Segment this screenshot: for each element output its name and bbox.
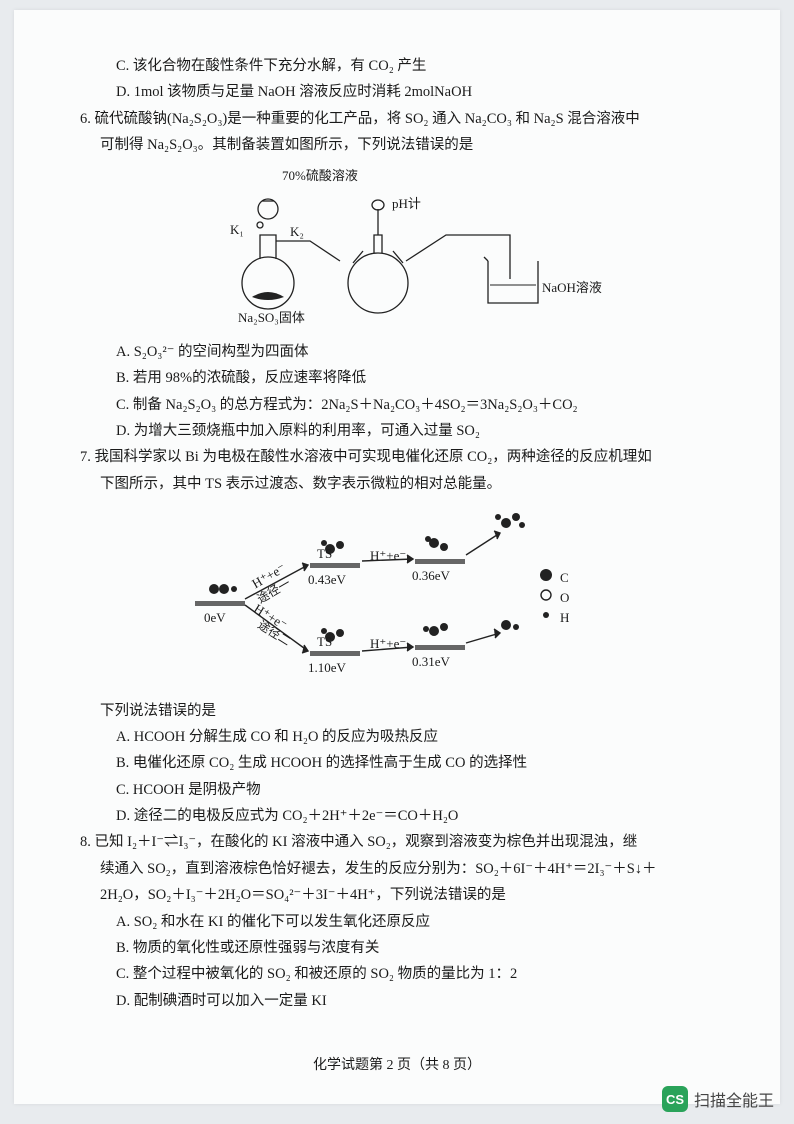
label-k1: K₁ — [230, 219, 244, 242]
q7-c: C. HCOOH 是阴极产物 — [80, 778, 720, 803]
q8-a: A. SO₂ 和水在 KI 的催化下可以发生氧化还原反应 — [80, 910, 720, 935]
energy-svg — [190, 503, 610, 683]
e0: 0eV — [204, 607, 226, 630]
opt-c-prev: C. 该化合物在酸性条件下充分水解，有 CO₂ 产生 — [80, 54, 720, 79]
q6-a: A. S₂O₃²⁻ 的空间构型为四面体 — [80, 340, 720, 365]
ts1: TS — [317, 543, 332, 566]
q8-stem: 8. 已知 I₂＋I⁻⇌I₃⁻，在酸化的 KI 溶液中通入 SO₂，观察到溶液变… — [98, 830, 720, 855]
q8-stem3: 2H₂O，SO₂＋I₃⁻＋2H₂O＝SO₄²⁻＋3I⁻＋4H⁺，下列说法错误的是 — [80, 883, 720, 908]
e043: 0.43eV — [308, 569, 346, 592]
q6-stem1: 硫代硫酸钠(Na₂S₂O₃)是一种重要的化工产品，将 SO₂ 通入 Na₂CO₃… — [95, 111, 640, 127]
label-k2: K₂ — [290, 221, 304, 244]
q8-c: C. 整个过程中被氧化的 SO₂ 和被还原的 SO₂ 物质的量比为 1：2 — [80, 962, 720, 987]
q8-b: B. 物质的氧化性或还原性强弱与浓度有关 — [80, 936, 720, 961]
wm-badge-icon: CS — [662, 1086, 688, 1112]
q6-stem: 6. 硫代硫酸钠(Na₂S₂O₃)是一种重要的化工产品，将 SO₂ 通入 Na₂… — [98, 107, 720, 132]
opt-d-prev: D. 1mol 该物质与足量 NaOH 溶液反应时消耗 2molNaOH — [80, 80, 720, 105]
q7-b: B. 电催化还原 CO₂ 生成 HCOOH 的选择性高于生成 CO 的选择性 — [80, 751, 720, 776]
q7-stem2: 下图所示，其中 TS 表示过渡态、数字表示微粒的相对总能量。 — [80, 472, 720, 497]
leg-h: H — [560, 607, 569, 630]
q7-lead: 下列说法错误的是 — [80, 699, 720, 724]
q8-stem2: 续通入 SO₂，直到溶液棕色恰好褪去，发生的反应分别为：SO₂＋6I⁻＋4H⁺＝… — [80, 857, 720, 882]
q6-stem2: 可制得 Na₂S₂O₃。其制备装置如图所示，下列说法错误的是 — [80, 133, 720, 158]
q7-num: 7. — [80, 449, 91, 465]
scanner-watermark: CS 扫描全能王 — [662, 1086, 774, 1112]
hpe2: H⁺+e⁻ — [370, 633, 406, 656]
q8-num: 8. — [80, 834, 91, 850]
e036: 0.36eV — [412, 565, 450, 588]
q6-c: C. 制备 Na₂S₂O₃ 的总方程式为：2Na₂S＋Na₂CO₃＋4SO₂＝3… — [80, 393, 720, 418]
q8-stem1: 已知 I₂＋I⁻⇌I₃⁻，在酸化的 KI 溶液中通入 SO₂，观察到溶液变为棕色… — [95, 834, 638, 850]
q6-diagram: 70%硫酸溶液 K₁ K₂ pH计 NaOH溶液 Na₂SO₃固体 — [80, 165, 720, 334]
label-solid: Na₂SO₃固体 — [238, 307, 305, 330]
q7-stem: 7. 我国科学家以 Bi 为电极在酸性水溶液中可实现电催化还原 CO₂，两种途径… — [98, 445, 720, 470]
e031: 0.31eV — [412, 651, 450, 674]
e110: 1.10eV — [308, 657, 346, 680]
wm-text: 扫描全能王 — [694, 1087, 774, 1111]
label-acid: 70%硫酸溶液 — [282, 165, 358, 188]
q8-d: D. 配制碘酒时可以加入一定量 KI — [80, 989, 720, 1014]
label-naoh: NaOH溶液 — [542, 277, 602, 300]
q7-d: D. 途径二的电极反应式为 CO₂＋2H⁺＋2e⁻＝CO＋H₂O — [80, 804, 720, 829]
apparatus-svg — [190, 165, 610, 325]
exam-page: C. 该化合物在酸性条件下充分水解，有 CO₂ 产生 D. 1mol 该物质与足… — [14, 10, 780, 1104]
q7-a: A. HCOOH 分解生成 CO 和 H₂O 的反应为吸热反应 — [80, 725, 720, 750]
q7-diagram: TS 0.43eV H⁺+e⁻ 0.36eV 0eV H⁺+e⁻ 途径一 H⁺+… — [80, 503, 720, 692]
q6-d: D. 为增大三颈烧瓶中加入原料的利用率，可通入过量 SO₂ — [80, 419, 720, 444]
page-footer: 化学试题第 2 页（共 8 页） — [14, 1054, 780, 1079]
hpe1: H⁺+e⁻ — [370, 545, 406, 568]
q6-b: B. 若用 98%的浓硫酸，反应速率将降低 — [80, 366, 720, 391]
label-ph: pH计 — [392, 193, 421, 216]
ts2: TS — [317, 631, 332, 654]
q6-num: 6. — [80, 111, 91, 127]
q7-stem1: 我国科学家以 Bi 为电极在酸性水溶液中可实现电催化还原 CO₂，两种途径的反应… — [95, 449, 652, 465]
